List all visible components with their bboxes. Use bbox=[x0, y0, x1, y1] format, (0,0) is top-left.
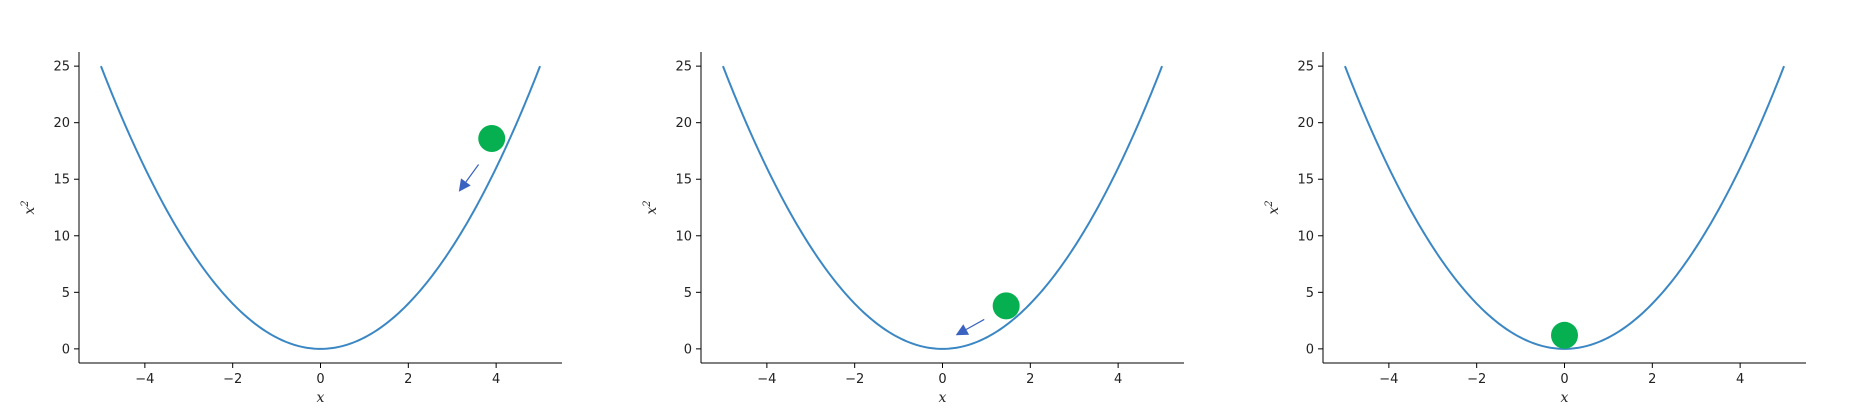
x-tick-label: 2 bbox=[1648, 372, 1656, 387]
x-axis-label: x bbox=[317, 390, 325, 406]
y-tick-label: 20 bbox=[53, 116, 70, 131]
y-tick-label: 25 bbox=[1297, 60, 1314, 75]
y-tick-label: 5 bbox=[684, 286, 692, 301]
y-tick-label: 10 bbox=[675, 229, 692, 244]
y-tick-label: 15 bbox=[53, 173, 70, 188]
y-tick-label: 5 bbox=[62, 286, 70, 301]
y-tick-label: 25 bbox=[675, 60, 692, 75]
panel-3: −4 −2 0 2 4 0 5 10 15 20 25 x x2 bbox=[1264, 52, 1806, 406]
x-tick-label: −4 bbox=[1379, 372, 1398, 387]
y-axis-label: x2 bbox=[20, 200, 38, 214]
y-axis-label: x2 bbox=[1264, 200, 1282, 214]
y-tick-label: 15 bbox=[675, 173, 692, 188]
y-tick-label: 20 bbox=[1297, 116, 1314, 131]
y-tick-label: 0 bbox=[1306, 342, 1314, 357]
y-tick-label: 25 bbox=[53, 60, 70, 75]
panel-1: −4 −2 0 2 4 0 5 10 15 20 25 x x2 bbox=[20, 52, 562, 406]
ball-marker bbox=[992, 292, 1020, 320]
x-tick-label: 4 bbox=[1736, 372, 1744, 387]
x-tick-label: 2 bbox=[1026, 372, 1034, 387]
x-squared-curve bbox=[722, 65, 1163, 350]
ball-marker bbox=[1551, 321, 1578, 349]
ball-marker bbox=[478, 125, 506, 153]
x-tick-label: 4 bbox=[1114, 372, 1122, 387]
panel-2: −4 −2 0 2 4 0 5 10 15 20 25 x x2 bbox=[642, 52, 1184, 406]
x-tick-label: −4 bbox=[135, 372, 154, 387]
gradient-arrow-shaft bbox=[465, 164, 480, 183]
y-tick-label: 10 bbox=[1297, 229, 1314, 244]
x-tick-label: 0 bbox=[316, 372, 324, 387]
y-tick-label: 0 bbox=[684, 342, 692, 357]
x-tick-label: −2 bbox=[845, 372, 864, 387]
x-tick-label: −4 bbox=[757, 372, 776, 387]
x-tick-label: −2 bbox=[1467, 372, 1486, 387]
x-tick-label: 0 bbox=[938, 372, 946, 387]
x-axis-label: x bbox=[939, 390, 947, 406]
y-tick-label: 15 bbox=[1297, 173, 1314, 188]
x-tick-label: 4 bbox=[492, 372, 500, 387]
gradient-arrow-head bbox=[458, 178, 471, 192]
x-tick-label: 2 bbox=[404, 372, 412, 387]
y-axis-label: x2 bbox=[642, 200, 660, 214]
x-squared-curve bbox=[1344, 65, 1785, 350]
x-tick-label: −2 bbox=[223, 372, 242, 387]
gradient-arrow-shaft bbox=[965, 318, 985, 330]
x-squared-curve bbox=[100, 65, 541, 350]
y-tick-label: 0 bbox=[62, 342, 70, 357]
x-tick-label: 0 bbox=[1560, 372, 1568, 387]
y-tick-label: 20 bbox=[675, 116, 692, 131]
x-axis-label: x bbox=[1561, 390, 1569, 406]
y-tick-label: 10 bbox=[53, 229, 70, 244]
y-tick-label: 5 bbox=[1306, 286, 1314, 301]
gradient-arrow-head bbox=[955, 324, 970, 336]
